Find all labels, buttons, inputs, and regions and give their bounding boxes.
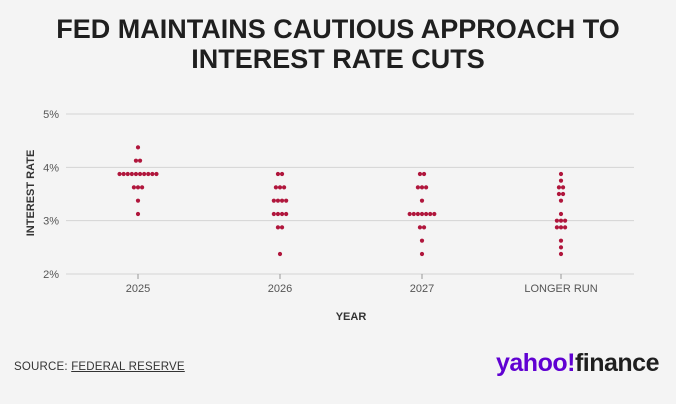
x-tick-label: 2026 (268, 283, 292, 295)
dot-point (415, 211, 420, 217)
dot-point (424, 211, 429, 217)
dot-point (284, 211, 289, 217)
dot-point (275, 198, 281, 203)
dot-point (554, 218, 560, 223)
dot-point (563, 225, 568, 230)
dot-point (146, 171, 151, 177)
dot-point (154, 171, 159, 177)
dot-point (560, 191, 566, 197)
dot-point (135, 185, 141, 190)
dot-point (282, 185, 287, 190)
chart-title: FED MAINTAINS CAUTIOUS APPROACH TO INTER… (0, 14, 676, 74)
x-tick-label: 2025 (126, 283, 150, 295)
dot-point (419, 238, 425, 243)
dot-point (421, 225, 427, 230)
dot-point (558, 178, 564, 183)
dot-point (558, 198, 564, 203)
dot-point (279, 225, 285, 230)
dot-point (279, 198, 285, 203)
yahoo-finance-logo: yahoo!finance (496, 349, 659, 378)
dot-point (428, 211, 433, 217)
dot-point (129, 171, 134, 177)
dot-point (140, 185, 145, 190)
dot-point (137, 171, 143, 177)
chart-title-line2: INTEREST RATE CUTS (191, 44, 485, 74)
dot-point (271, 198, 276, 203)
chart-title-line1: FED MAINTAINS CAUTIOUS APPROACH TO (56, 14, 620, 44)
dot-point (417, 171, 423, 177)
y-tick-label: 3% (43, 216, 59, 228)
dot-point (133, 158, 139, 163)
dot-point (284, 198, 289, 203)
dot-point (279, 171, 285, 177)
dot-point (135, 145, 141, 150)
dot-point (558, 211, 564, 217)
y-tick-label: 5% (43, 109, 59, 121)
dot-point (554, 225, 560, 230)
dot-point (419, 251, 425, 257)
dot-point (135, 198, 141, 203)
x-tick-label: 2027 (410, 283, 434, 295)
dot-point (137, 158, 143, 163)
dot-point (279, 211, 285, 217)
dot-point (432, 211, 437, 217)
source-note: SOURCE: FEDERAL RESERVE (14, 361, 185, 373)
x-axis-label: YEAR (336, 311, 367, 323)
dot-point (275, 225, 281, 230)
dot-point (419, 198, 425, 203)
dot-point (415, 185, 420, 190)
dot-point (558, 238, 564, 243)
dot-point (411, 211, 416, 217)
dot-point (277, 251, 283, 257)
dot-point (133, 171, 139, 177)
source-label: SOURCE: (14, 361, 68, 373)
dot-point (558, 225, 564, 230)
y-tick-label: 2% (43, 269, 59, 281)
dot-point (424, 185, 429, 190)
x-tick-label: LONGER RUN (524, 283, 597, 295)
dot-point (556, 191, 562, 197)
dot-point (407, 211, 412, 217)
dot-point (125, 171, 130, 177)
dot-point (556, 185, 562, 190)
dot-point (419, 211, 425, 217)
dot-point (131, 185, 136, 190)
y-axis-label: INTEREST RATE (25, 150, 37, 237)
dot-point (560, 185, 566, 190)
dot-point (417, 225, 423, 230)
dot-point (273, 185, 278, 190)
dot-point (421, 171, 427, 177)
logo-yahoo: yahoo! (496, 349, 575, 377)
dot-point (558, 218, 564, 223)
dot-point (135, 211, 141, 217)
dot-point (121, 171, 126, 177)
dot-point (563, 218, 568, 223)
dot-point (117, 171, 122, 177)
logo-finance: finance (574, 349, 660, 377)
dot-point (142, 171, 147, 177)
dot-point (558, 245, 564, 250)
dot-point (558, 251, 564, 257)
source-link[interactable]: FEDERAL RESERVE (71, 361, 185, 373)
dot-point (275, 211, 281, 217)
dot-point (558, 171, 564, 177)
y-tick-label: 4% (43, 162, 59, 174)
dot-point (150, 171, 155, 177)
dot-point (275, 171, 281, 177)
dot-point (277, 185, 283, 190)
dot-point (419, 185, 425, 190)
dot-point (271, 211, 276, 217)
